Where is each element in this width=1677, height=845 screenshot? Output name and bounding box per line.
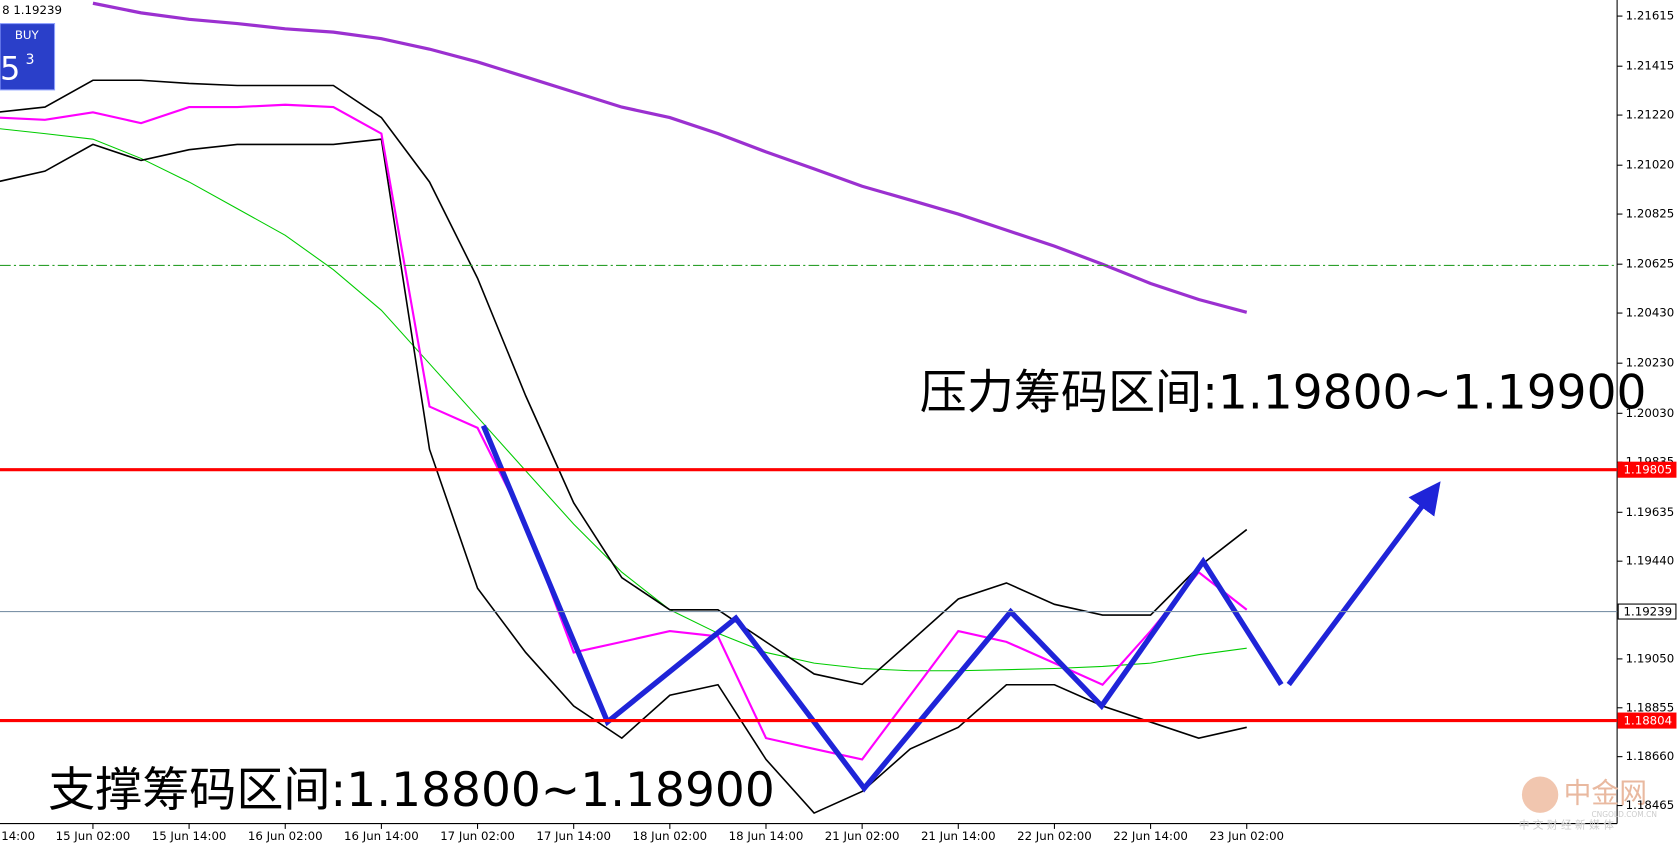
y-tick-label: 1.19050 (1626, 651, 1675, 665)
series-line (0, 103, 1248, 761)
y-tick-label: 1.20430 (1626, 306, 1675, 320)
y-tick-label: 1.21020 (1626, 158, 1675, 172)
level-label-box (1617, 712, 1677, 729)
y-tick-label: 1.20230 (1626, 356, 1675, 370)
watermark-name: 中金网 (1564, 777, 1647, 810)
x-tick-label: 18 Jun 02:00 (633, 829, 708, 843)
x-tick-label: 16 Jun 14:00 (344, 829, 419, 843)
y-tick-label: 1.20030 (1626, 406, 1675, 420)
x-tick-label: 23 Jun 02:00 (1209, 829, 1284, 843)
trend-arrows (480, 424, 1284, 793)
x-tick-label: 15 Jun 14:00 (152, 829, 227, 843)
y-tick-label: 1.18855 (1626, 700, 1675, 714)
level-label: 1.19805 (1624, 463, 1673, 477)
buy-button[interactable] (0, 23, 56, 91)
x-tick-label: 18 Jun 14:00 (729, 829, 804, 843)
x-tick-label: 22 Jun 02:00 (1017, 829, 1092, 843)
x-tick-label: 16 Jun 02:00 (248, 829, 323, 843)
price-big: 5 (0, 50, 20, 88)
series-line (0, 138, 1247, 815)
y-tick-label: 1.21220 (1626, 108, 1675, 122)
y-tick-label: 1.19635 (1626, 505, 1675, 519)
x-tick-label: 14:00 (1, 829, 35, 843)
series-line (92, 1, 1248, 314)
x-tick-label: 22 Jun 14:00 (1113, 829, 1188, 843)
y-tick-label: 1.21415 (1626, 59, 1675, 73)
x-tick-label: 21 Jun 14:00 (921, 829, 996, 843)
level-label: 1.18804 (1624, 714, 1673, 728)
y-tick-label: 1.20625 (1626, 257, 1675, 271)
y-tick-label: 1.19440 (1626, 554, 1675, 568)
level-label-box (1617, 461, 1677, 478)
y-tick-label: 1.18660 (1626, 749, 1675, 763)
watermark-slogan: 中 文 财 经 新 媒 体 (1519, 819, 1615, 832)
x-tick-label: 21 Jun 02:00 (825, 829, 900, 843)
level-label-box (1617, 603, 1677, 620)
x-tick-label: 17 Jun 02:00 (440, 829, 515, 843)
resistance-annotation: 压力筹码区间:1.19800~1.19900 (920, 365, 1647, 420)
y-tick-label: 1.18465 (1626, 798, 1675, 812)
watermark-logo (1521, 776, 1559, 813)
y-tick-label: 1.20825 (1626, 207, 1675, 221)
price-small: 3 (26, 52, 35, 68)
support-annotation: 支撑筹码区间:1.18800~1.18900 (48, 763, 775, 818)
symbol-price: 8 1.19239 (2, 3, 62, 17)
x-tick-label: 15 Jun 02:00 (56, 829, 131, 843)
watermark-domain: CNGOLD.COM.CN (1591, 810, 1656, 819)
y-tick-label: 1.21615 (1626, 9, 1675, 23)
level-label: 1.19239 (1624, 605, 1673, 619)
projection-arrow (1286, 481, 1441, 687)
series-line (0, 128, 1247, 672)
x-tick-label: 17 Jun 14:00 (536, 829, 611, 843)
buy-label: BUY (15, 28, 40, 42)
series-line (0, 79, 1248, 686)
